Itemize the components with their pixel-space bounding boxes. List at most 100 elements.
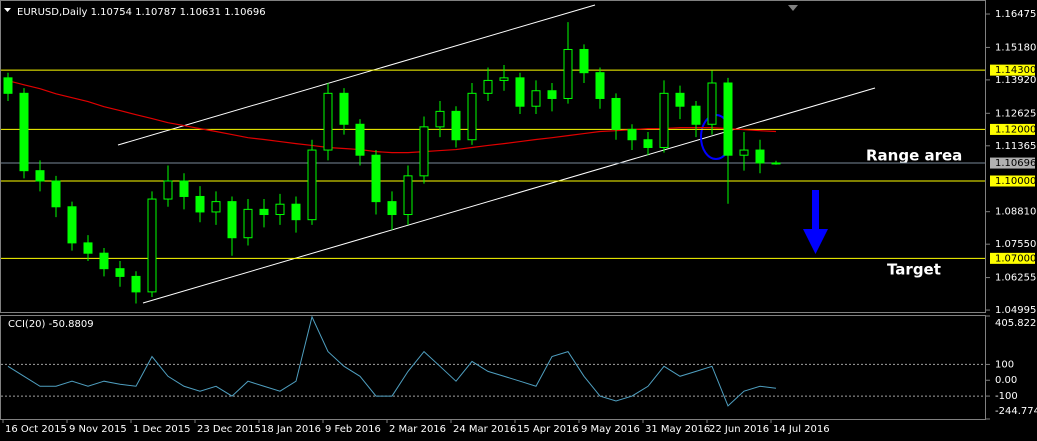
annotation: Target [887,261,941,279]
trend-line [117,4,596,146]
arrow-shaft [812,190,819,232]
candle-body [355,123,365,156]
last-price-label: 1.10696 [995,158,1036,169]
arrow-head [803,229,828,254]
candle-body [707,82,717,125]
x-tick-label: 24 Mar 2016 [453,424,516,435]
y-tick-label: -100 [995,391,1018,402]
candle-body [515,77,525,107]
chart-title: EURUSD,Daily 1.10754 1.10787 1.10631 1.1… [17,7,266,18]
x-tick-label: 9 Feb 2016 [325,424,381,435]
candle-body [771,162,781,165]
candle-body [627,128,637,141]
level-label-box [990,252,1035,264]
y-tick-label: 1.13920 [995,75,1036,86]
candle-body [403,175,413,216]
y-tick-label: 1.04995 [995,305,1036,316]
candle-body [419,126,429,177]
x-tick-label: 16 Oct 2015 [5,424,67,435]
candle-body [99,252,109,270]
candle-body [531,90,541,107]
trend-line [142,87,876,304]
x-tick-label: 18 Jan 2016 [261,424,321,435]
y-tick-label: 1.11365 [995,141,1036,152]
menu-triangle [4,8,11,12]
level-label-box [990,175,1035,187]
x-tick-label: 2 Mar 2016 [389,424,446,435]
candle-body [259,208,269,216]
candle-body [19,92,29,172]
candle-body [339,92,349,125]
candle-body [211,201,221,213]
candle-body [435,110,445,128]
candle-body [307,149,317,221]
candle-body [643,139,653,148]
candle-body [723,82,733,156]
candle-body [3,77,13,94]
level-label-box [990,64,1035,76]
cci-pane-frame [0,315,986,420]
x-tick-label: 22 Jun 2016 [709,424,769,435]
level-label: 1.10000 [995,176,1036,187]
x-tick-label: 23 Dec 2015 [197,424,261,435]
candle-body [179,180,189,197]
x-tick-label: 14 Jul 2016 [773,424,830,435]
candle-body [195,195,205,213]
level-label: 1.12000 [995,124,1036,135]
y-tick-label: 1.12625 [995,108,1036,119]
candle-body [451,110,461,141]
candle-body [275,203,285,216]
y-tick-label: 100 [995,359,1014,370]
y-tick-label: 1.06255 [995,273,1036,284]
candle-body [467,92,477,141]
candle-body [83,242,93,254]
candle-body [67,206,77,244]
candle-body [691,105,701,125]
candle-body [35,170,45,182]
moving-average [7,80,777,154]
annotation: Range area [866,147,962,165]
candle-body [163,180,173,200]
candle-body [371,154,381,203]
candle-body [659,92,669,148]
last-price-box [990,157,1035,169]
x-tick-label: 1 Dec 2015 [133,424,191,435]
candle-body [115,268,125,277]
price-pane-frame [0,0,986,313]
candle-body [147,198,157,293]
x-tick-label: 31 May 2016 [645,424,710,435]
candle-body [227,201,237,239]
candle-body [291,203,301,221]
y-tick-label: 1.16475 [995,9,1036,20]
level-label: 1.14300 [995,65,1036,76]
candle-body [131,275,141,293]
candle-body [675,92,685,107]
level-label-box [990,123,1035,135]
candle-body [563,48,573,99]
level-label: 1.07000 [995,253,1036,264]
candle-body [739,149,749,156]
candle-body [483,79,493,94]
candle-body [547,90,557,99]
candle-body [611,97,621,130]
candle-body [243,208,253,239]
y-tick-label: 1.08810 [995,207,1036,218]
x-tick-label: 15 Apr 2016 [517,424,579,435]
y-tick-label: 1.15180 [995,42,1036,53]
shift-marker [788,5,798,11]
y-tick-label: 1.07550 [995,239,1036,250]
candle-body [595,72,605,99]
y-tick-label: -244.7742 [995,406,1037,417]
cci-line [7,315,777,407]
candle-body [499,77,509,81]
candle-body [51,180,61,208]
y-tick-label: 0.00 [995,375,1017,386]
x-tick-label: 9 Nov 2015 [69,424,127,435]
candle-body [387,201,397,216]
cci-title: CCI(20) -50.8809 [8,319,94,330]
x-tick-label: 9 May 2016 [581,424,640,435]
candle-body [755,149,765,164]
